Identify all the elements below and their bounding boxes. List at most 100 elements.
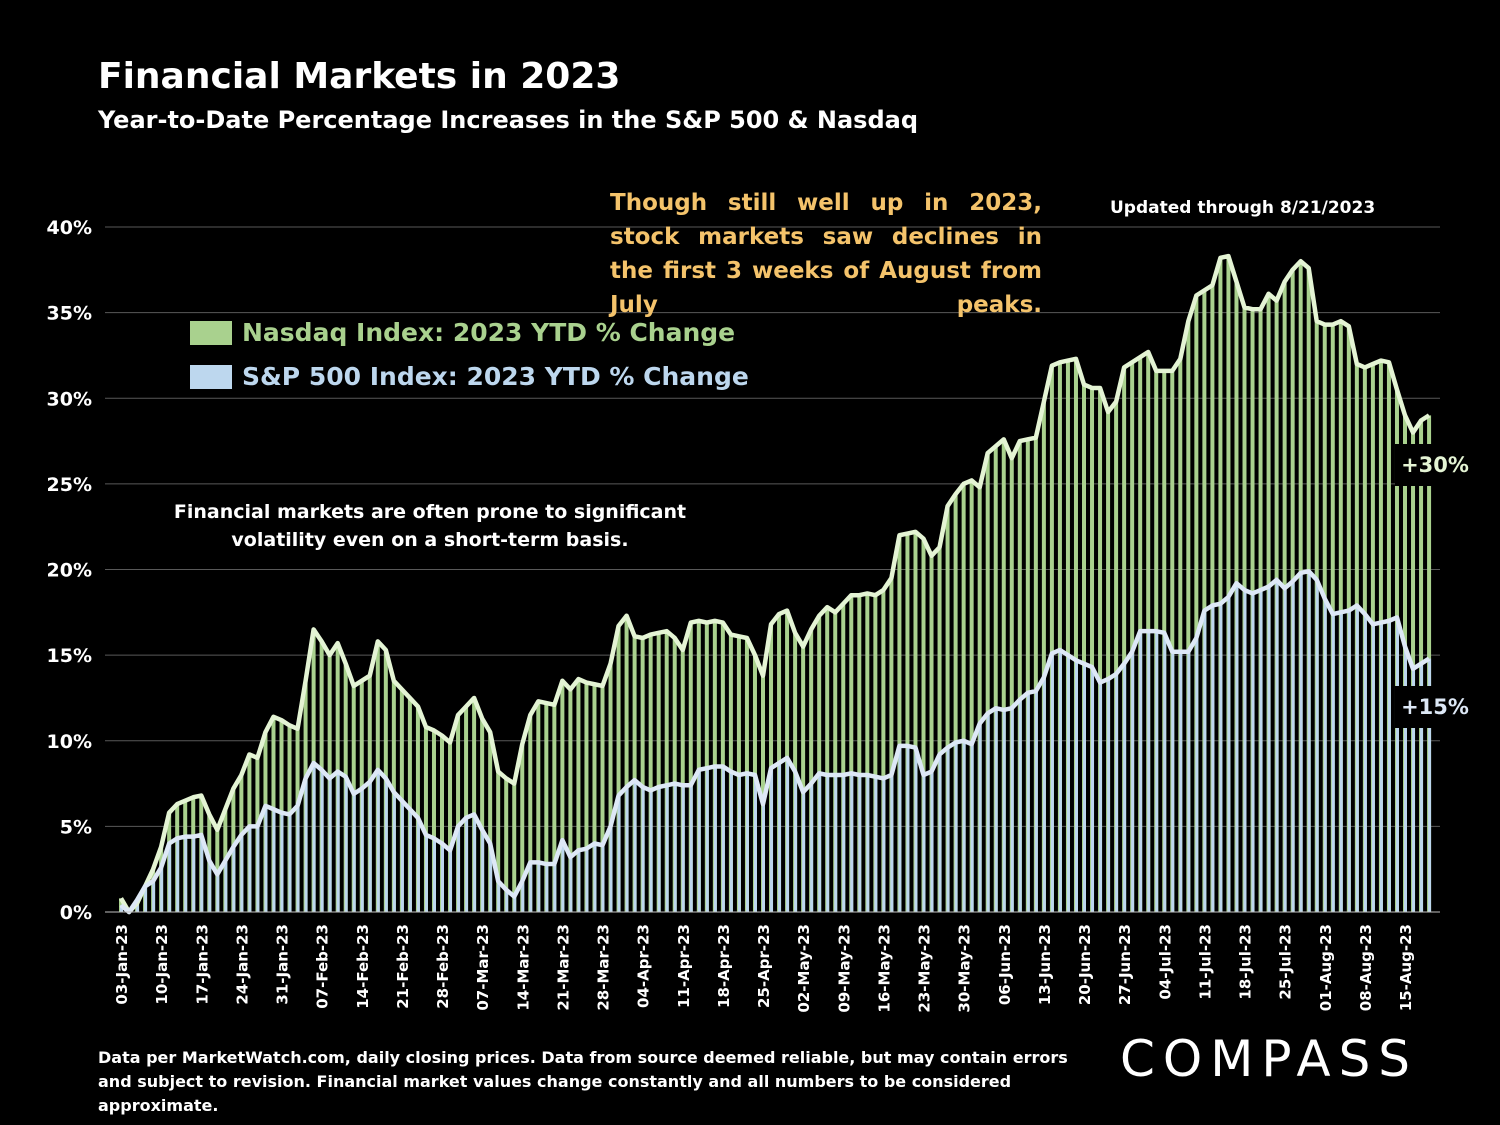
bar (905, 533, 910, 912)
bar (1187, 651, 1191, 912)
x-tick-label: 17-Jan-23 (193, 924, 211, 1005)
bar (664, 631, 669, 912)
bar (1235, 583, 1239, 912)
bar (681, 785, 685, 912)
bar (1267, 586, 1271, 912)
y-tick-label: 30% (47, 388, 92, 410)
bar (504, 778, 509, 912)
bar (1379, 622, 1383, 912)
x-tick-label: 27-Jun-23 (1116, 924, 1134, 1005)
logo: COMPASS (1120, 1030, 1419, 1088)
x-tick-label: 25-Jul-23 (1277, 924, 1295, 1000)
bar (921, 538, 926, 912)
x-tick-label: 07-Mar-23 (474, 924, 492, 1011)
bar (592, 684, 597, 912)
bar (432, 838, 436, 912)
bar (745, 773, 749, 912)
bar (842, 775, 846, 912)
y-tick-label: 35% (47, 303, 92, 325)
bar (489, 843, 493, 912)
bar (673, 783, 677, 912)
bar (1291, 581, 1295, 912)
bar (1363, 614, 1367, 912)
legend-item: Nasdaq Index: 2023 YTD % Change (190, 318, 735, 347)
bar (456, 715, 461, 912)
bar (473, 814, 477, 912)
bar (1210, 285, 1215, 913)
bar (120, 905, 123, 912)
bar (617, 795, 621, 912)
bar (200, 834, 204, 912)
bar (608, 663, 613, 912)
bar (1203, 610, 1207, 912)
bar (568, 689, 573, 912)
bar (336, 771, 340, 912)
bar (176, 838, 180, 912)
bar (1050, 653, 1054, 912)
bar (882, 778, 886, 912)
bar (729, 771, 733, 912)
y-tick-label: 40% (47, 217, 92, 239)
label-box (1395, 686, 1475, 728)
bar (985, 453, 990, 912)
bar (441, 843, 444, 912)
updated-note: Updated through 8/21/2023 (1110, 198, 1376, 218)
y-tick-label: 25% (47, 474, 92, 496)
bar (553, 864, 557, 912)
bar (833, 612, 838, 912)
bar (913, 531, 918, 912)
bar (1178, 358, 1183, 912)
bar (545, 864, 549, 912)
bar (376, 769, 380, 912)
bar (937, 547, 942, 912)
bar (624, 615, 629, 912)
legend-swatch (190, 320, 232, 345)
bar (537, 862, 541, 912)
bar (1211, 605, 1215, 912)
bar (576, 679, 581, 912)
bar (1002, 709, 1006, 912)
bar (672, 638, 677, 912)
bar (609, 826, 613, 912)
bar (865, 593, 870, 912)
bar (737, 775, 741, 912)
x-tick-label: 11-Jul-23 (1196, 924, 1214, 1000)
bar (616, 626, 621, 912)
bar (1010, 708, 1014, 912)
bar (1122, 367, 1127, 912)
bar (512, 783, 517, 912)
bar (384, 778, 388, 912)
bar (914, 747, 918, 912)
bar (544, 703, 549, 912)
bar (809, 629, 814, 912)
bar (1395, 617, 1399, 912)
bar (1194, 295, 1199, 912)
x-tick-label: 16-May-23 (875, 924, 893, 1013)
bar (1371, 624, 1375, 912)
bar (1195, 638, 1199, 912)
bar (1033, 437, 1038, 912)
bar (601, 845, 605, 912)
bar (625, 786, 629, 912)
bar (969, 480, 974, 912)
bar (897, 535, 902, 912)
bar (497, 881, 501, 912)
bar (753, 775, 757, 912)
x-tick-label: 24-Jan-23 (233, 924, 251, 1005)
x-tick-label: 11-Apr-23 (675, 924, 693, 1008)
bar (874, 776, 878, 912)
bar (697, 769, 701, 912)
bar (448, 742, 453, 912)
bar (1163, 632, 1167, 912)
bar (1115, 673, 1119, 912)
bar (794, 771, 798, 912)
bar (953, 494, 958, 912)
bar (505, 889, 509, 912)
bar (569, 857, 573, 912)
bar (1025, 439, 1030, 912)
bar (665, 785, 669, 912)
bar (424, 834, 428, 912)
bar (1307, 571, 1311, 912)
